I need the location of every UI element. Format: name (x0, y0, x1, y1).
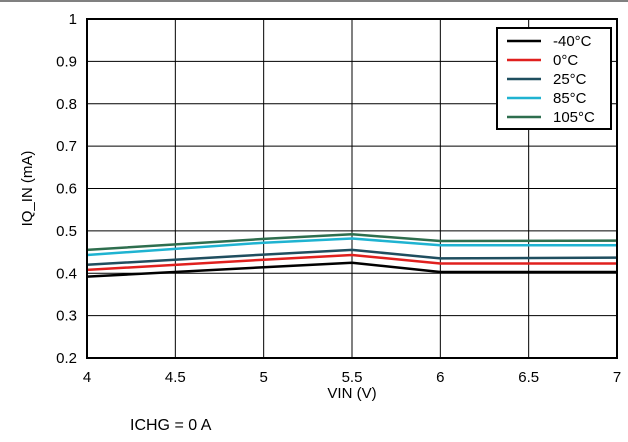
y-tick-label: 1 (69, 11, 77, 28)
y-tick-label: 0.4 (56, 265, 77, 282)
series-group (86, 233, 618, 278)
series-line-0 (86, 261, 617, 278)
y-tick-label: 0.7 (56, 138, 77, 155)
x-tick-label: 4 (83, 369, 91, 386)
x-tick-label: 7 (613, 369, 621, 386)
y-tick-label: 0.3 (56, 308, 77, 325)
tick-labels: 4 4.5 5 5.5 6 6.5 7 0.2 0.3 0.4 0.5 0.6 0.7 0.8 0.9 1 (56, 11, 621, 386)
series-line-1 (86, 253, 617, 272)
legend-label: 85°C (553, 90, 587, 107)
y-tick-label: 0.9 (56, 53, 77, 70)
x-tick-label: 6.5 (518, 369, 539, 386)
x-tick-label: 5.5 (342, 369, 363, 386)
y-tick-label: 0.5 (56, 223, 77, 240)
y-axis-label: IQ_IN (mA) (19, 151, 36, 227)
y-tick-label: 0.2 (56, 350, 77, 367)
condition-note: ICHG = 0 A (130, 417, 212, 434)
legend-label: 105°C (553, 109, 595, 126)
x-tick-label: 5 (259, 369, 267, 386)
x-axis-label: VIN (V) (327, 385, 376, 402)
y-tick-label: 0.6 (56, 181, 77, 198)
x-tick-label: 6 (436, 369, 444, 386)
y-tick-label: 0.8 (56, 96, 77, 113)
x-tick-label: 4.5 (165, 369, 186, 386)
legend-label: 0°C (553, 52, 578, 69)
series-line-2 (86, 248, 618, 267)
plot-frame (86, 18, 618, 359)
legend-label: 25°C (553, 71, 587, 88)
legend-label: -40°C (553, 33, 592, 50)
series-line-3 (86, 237, 617, 257)
series-line-4 (86, 233, 618, 252)
legend: -40°C 0°C 25°C 85°C 105°C (496, 27, 612, 130)
